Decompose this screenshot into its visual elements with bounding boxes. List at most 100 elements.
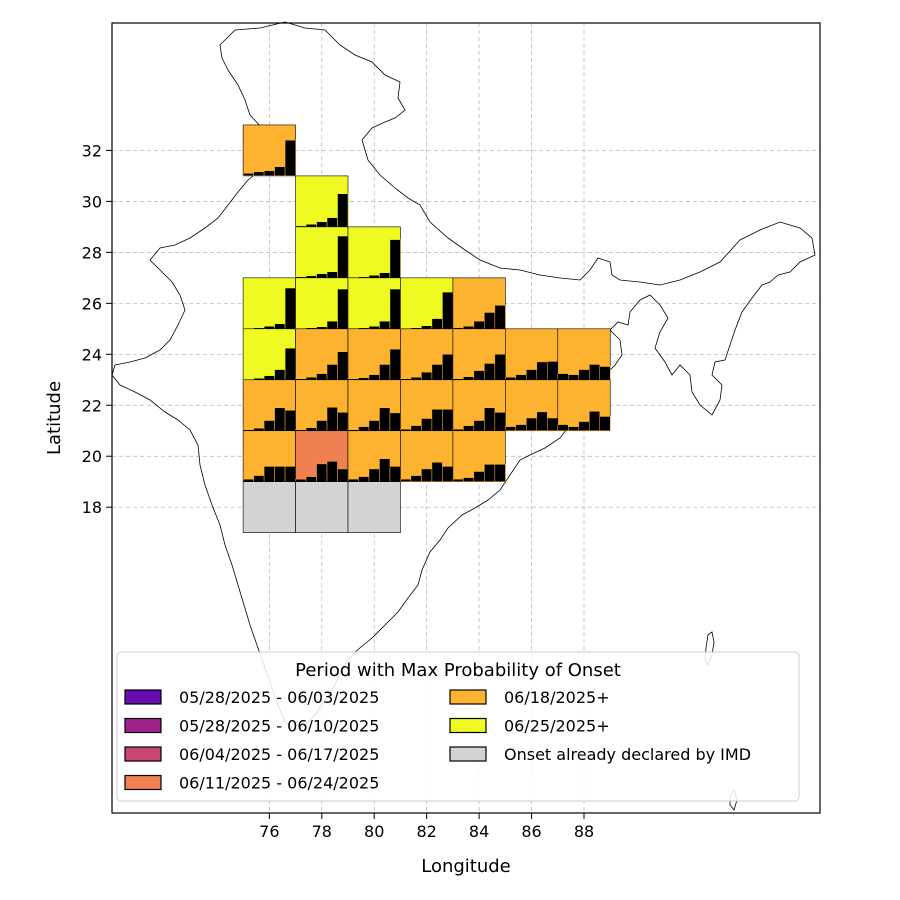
probability-bar xyxy=(463,425,475,431)
legend-swatch xyxy=(124,774,162,791)
probability-bar xyxy=(494,305,506,330)
y-tick-label: 22 xyxy=(82,396,102,415)
grid-cell xyxy=(400,379,454,432)
y-axis-ticks: 18 20 22 24 26 28 30 32 xyxy=(82,141,112,517)
probability-bar xyxy=(284,466,296,482)
probability-bar xyxy=(326,364,338,381)
grid-cell xyxy=(557,379,611,432)
grid-cell xyxy=(505,328,559,381)
probability-bar xyxy=(442,354,454,381)
probability-bar xyxy=(316,373,328,381)
probability-bar xyxy=(557,373,569,381)
x-tick-label: 82 xyxy=(416,822,436,841)
probability-bar xyxy=(368,275,380,279)
y-tick-label: 32 xyxy=(82,141,102,160)
probability-bar xyxy=(389,348,401,381)
probability-bar xyxy=(295,478,307,482)
legend-swatch xyxy=(124,689,162,705)
probability-bar xyxy=(400,478,412,482)
probability-bar xyxy=(473,370,485,381)
probability-bar xyxy=(410,475,422,482)
probability-bar xyxy=(431,318,443,330)
grid-cell xyxy=(295,277,349,330)
probability-bar xyxy=(326,271,338,279)
probability-bar xyxy=(253,475,265,482)
probability-bar xyxy=(484,464,496,482)
probability-bar xyxy=(599,416,611,431)
grid-cell xyxy=(452,430,506,483)
grid-cell xyxy=(347,481,401,533)
probability-bar xyxy=(389,239,401,279)
probability-bar xyxy=(442,409,454,431)
probability-bar xyxy=(379,407,391,431)
grid-cell xyxy=(242,430,296,483)
probability-bar xyxy=(284,347,296,381)
probability-bar xyxy=(284,410,296,431)
grid-cell xyxy=(347,226,401,279)
probability-bar xyxy=(284,139,296,177)
probability-bar xyxy=(347,478,359,482)
y-tick-label: 30 xyxy=(82,192,102,211)
probability-bar xyxy=(526,369,538,381)
probability-bar xyxy=(473,320,485,330)
probability-bar xyxy=(326,407,338,431)
probability-bar xyxy=(263,375,275,381)
grid-cell-fill xyxy=(347,481,401,533)
probability-bar xyxy=(263,420,275,431)
probability-bar xyxy=(431,409,443,431)
probability-bar xyxy=(368,468,380,482)
probability-bar xyxy=(410,425,422,431)
probability-bar xyxy=(389,412,401,431)
probability-bar xyxy=(242,173,254,177)
probability-bar xyxy=(588,364,600,381)
legend-label: 06/04/2025 - 06/17/2025 xyxy=(179,745,379,764)
grid-cell xyxy=(347,328,401,381)
y-tick-label: 20 xyxy=(82,447,102,466)
legend-label: 06/18/2025+ xyxy=(504,688,610,707)
grid-cell xyxy=(242,277,296,330)
grid-cell-fill xyxy=(242,481,296,533)
grid-cell xyxy=(295,481,349,533)
probability-bar xyxy=(421,371,433,381)
grid-cell xyxy=(242,124,296,177)
grid-cell xyxy=(452,379,506,432)
probability-bar xyxy=(337,412,349,431)
grid-cell xyxy=(347,277,401,330)
legend-label: Onset already declared by IMD xyxy=(504,745,751,764)
probability-bar xyxy=(305,275,317,279)
probability-bar xyxy=(421,468,433,482)
probability-bar xyxy=(421,325,433,330)
probability-bar xyxy=(494,412,506,431)
grid-cell xyxy=(347,379,401,432)
probability-bar xyxy=(410,376,422,381)
probability-bar xyxy=(547,417,559,431)
probability-bar xyxy=(473,471,485,482)
probability-bar xyxy=(274,323,286,330)
probability-bar xyxy=(274,166,286,177)
legend-entries: 05/28/2025 - 06/03/2025 05/28/2025 - 06/1… xyxy=(124,688,751,793)
grid-cell xyxy=(242,328,296,381)
legend-swatch xyxy=(124,717,162,734)
probability-bar xyxy=(379,458,391,482)
y-tick-label: 18 xyxy=(82,498,102,517)
probability-bar xyxy=(263,326,275,330)
probability-bar xyxy=(263,466,275,482)
probability-bar xyxy=(337,235,349,279)
y-axis-label: Latitude xyxy=(44,381,65,455)
legend-swatch xyxy=(449,746,487,762)
probability-bar xyxy=(368,326,380,330)
grid-cell-fill xyxy=(295,481,349,533)
probability-bar xyxy=(442,466,454,482)
x-tick-label: 88 xyxy=(574,822,594,841)
y-tick-label: 24 xyxy=(82,345,102,364)
probability-bar xyxy=(588,411,600,431)
probability-bar xyxy=(557,424,569,431)
probability-bar xyxy=(253,171,265,177)
grid-cell xyxy=(295,175,349,228)
probability-bar xyxy=(368,374,380,381)
legend: Period with Max Probability of Onset 05/… xyxy=(116,651,800,802)
probability-bar xyxy=(274,407,286,431)
grid-cell xyxy=(242,379,296,432)
probability-bar xyxy=(463,477,475,482)
